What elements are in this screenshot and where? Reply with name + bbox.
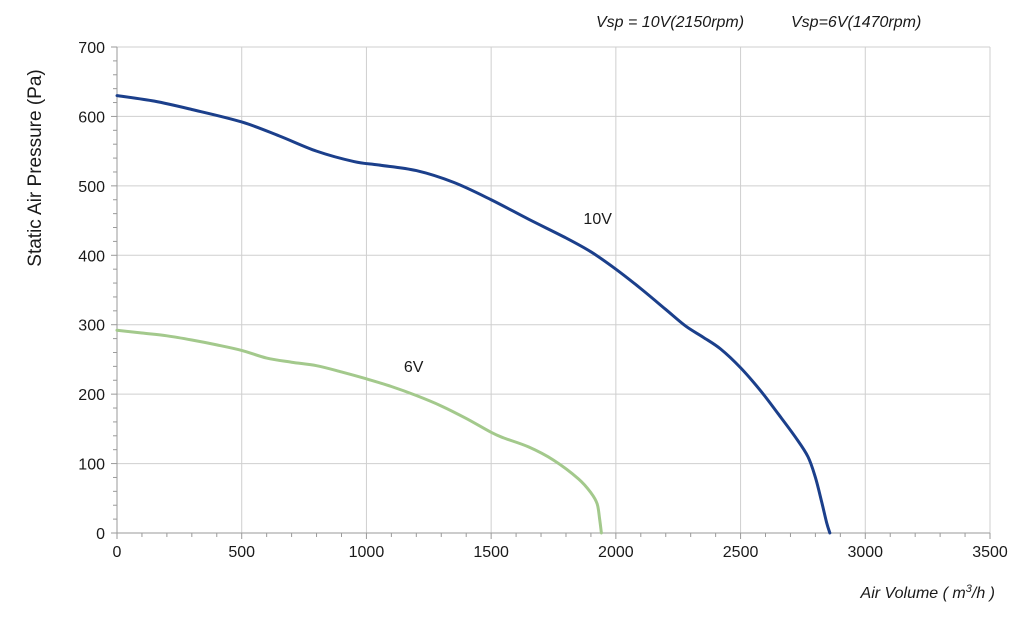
grid <box>116 46 991 534</box>
series: 10V 6V <box>115 94 832 535</box>
x-tick-label: 3000 <box>847 544 883 561</box>
minor-ticks <box>111 46 991 539</box>
y-tick-label: 200 <box>78 387 105 404</box>
y-tick-labels: 0 100 200 300 400 500 600 700 <box>78 40 105 543</box>
y-tick-label: 0 <box>96 526 105 543</box>
series-label-10v: 10V <box>583 211 612 228</box>
x-axis-title: Air Volume ( m3/h ) <box>860 583 995 602</box>
annotation-6v-speed: Vsp=6V(1470rpm) <box>791 14 921 31</box>
annotation-10v-speed: Vsp = 10V(2150rpm) <box>596 14 744 31</box>
series-line-10v <box>115 94 832 535</box>
x-tick-label: 500 <box>228 544 255 561</box>
x-tick-label: 1000 <box>349 544 385 561</box>
y-axis-title: Static Air Pressure (Pa) <box>25 69 46 266</box>
x-tick-label: 2000 <box>598 544 634 561</box>
x-tick-label: 3500 <box>972 544 1008 561</box>
x-tick-label: 0 <box>113 544 122 561</box>
x-tick-labels: 0 500 1000 1500 2000 2500 3000 3500 <box>113 544 1008 561</box>
x-axis-title-rest: /h ) <box>971 585 995 602</box>
x-tick-label: 1500 <box>473 544 509 561</box>
y-tick-label: 400 <box>78 248 105 265</box>
y-tick-label: 600 <box>78 109 105 126</box>
y-tick-label: 700 <box>78 40 105 57</box>
x-tick-label: 2500 <box>723 544 759 561</box>
x-axis-title-main: Air Volume ( m <box>860 585 966 602</box>
x-axis-title-superscript: 3 <box>966 583 973 595</box>
y-tick-label: 300 <box>78 318 105 335</box>
series-label-6v: 6V <box>404 359 424 376</box>
y-tick-label: 100 <box>78 457 105 474</box>
y-tick-label: 500 <box>78 179 105 196</box>
series-line-6v <box>115 328 603 535</box>
